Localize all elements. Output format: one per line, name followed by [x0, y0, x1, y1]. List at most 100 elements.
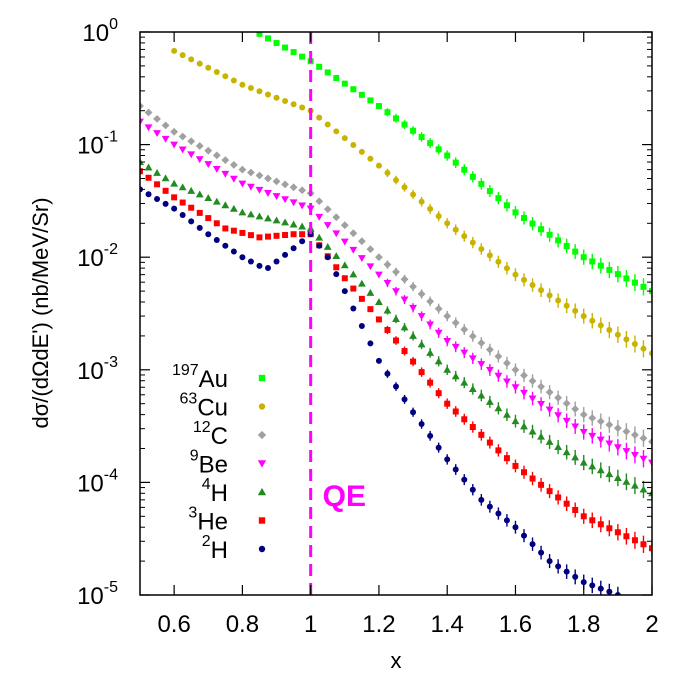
legend-marker	[258, 374, 266, 382]
data-point	[247, 232, 254, 239]
data-point	[187, 186, 196, 194]
legend-label: 3He	[188, 505, 228, 536]
data-point	[640, 345, 647, 352]
data-point	[154, 196, 161, 203]
data-point	[221, 156, 230, 165]
data-point	[468, 385, 477, 393]
data-point	[195, 156, 204, 164]
data-point	[461, 233, 468, 240]
data-point	[452, 159, 459, 166]
data-point	[435, 146, 442, 153]
data-point	[238, 208, 247, 216]
legend-label: 63Cu	[180, 391, 228, 422]
data-point	[349, 270, 358, 278]
legend-marker	[258, 517, 266, 524]
data-point	[273, 39, 280, 46]
data-point	[571, 453, 580, 461]
data-point	[332, 213, 341, 222]
data-point	[418, 421, 425, 428]
data-point	[580, 254, 587, 261]
data-point	[247, 168, 255, 177]
data-point	[477, 391, 486, 399]
data-point	[606, 266, 613, 273]
x-tick-label: 2	[645, 611, 658, 638]
data-point	[358, 322, 365, 329]
data-point	[264, 190, 272, 197]
data-point	[460, 325, 469, 334]
data-point	[477, 361, 486, 369]
data-point	[230, 248, 237, 255]
data-point	[153, 115, 161, 123]
data-point	[144, 163, 153, 171]
data-point	[188, 204, 195, 211]
data-point	[290, 49, 297, 56]
data-point	[596, 417, 605, 426]
data-point	[520, 422, 528, 430]
data-point	[290, 101, 297, 108]
data-point	[410, 191, 417, 198]
data-point	[572, 507, 579, 514]
data-point	[434, 304, 443, 313]
data-point	[554, 443, 563, 451]
data-point	[153, 168, 161, 176]
data-point	[606, 588, 613, 595]
data-point	[392, 268, 400, 276]
data-point	[503, 202, 510, 209]
data-point	[409, 282, 417, 291]
data-point	[435, 213, 442, 220]
data-point	[247, 258, 254, 265]
data-point	[418, 198, 425, 205]
data-point	[511, 365, 520, 374]
x-tick-label: 0.8	[226, 611, 259, 638]
data-point	[486, 252, 493, 259]
data-point	[299, 238, 306, 245]
data-point	[427, 140, 434, 147]
data-point	[639, 434, 648, 443]
data-point	[324, 254, 331, 261]
data-point	[212, 197, 221, 205]
data-point	[451, 318, 460, 327]
data-point	[622, 448, 631, 456]
data-point	[409, 304, 417, 312]
data-point	[580, 513, 587, 520]
data-point	[546, 558, 553, 565]
data-point	[145, 174, 152, 181]
data-point	[187, 151, 196, 159]
data-point	[289, 220, 298, 228]
data-point	[358, 91, 365, 98]
data-point	[265, 233, 271, 240]
data-point	[426, 348, 435, 356]
data-point	[140, 102, 144, 110]
data-point	[204, 161, 213, 169]
data-point	[196, 209, 203, 216]
data-point	[349, 229, 358, 238]
data-point	[555, 563, 562, 570]
data-point	[605, 440, 614, 448]
data-point	[597, 585, 604, 592]
data-point	[221, 170, 230, 178]
data-point	[299, 231, 306, 238]
plot-frame	[139, 31, 653, 596]
legend-marker	[257, 460, 267, 468]
legend-label: 4H	[202, 476, 228, 507]
data-point	[170, 127, 179, 136]
data-point	[341, 288, 348, 295]
data-point	[375, 316, 382, 323]
data-point	[588, 462, 597, 470]
data-point	[367, 155, 374, 162]
x-tick-label: 1.6	[499, 611, 532, 638]
data-point	[478, 431, 485, 438]
data-point	[323, 222, 332, 230]
data-point	[205, 231, 212, 238]
data-point	[247, 210, 255, 218]
data-point	[366, 245, 375, 254]
data-point	[451, 372, 460, 380]
data-point	[521, 214, 527, 221]
data-point	[144, 124, 153, 132]
data-point	[401, 396, 408, 403]
data-point	[178, 146, 187, 154]
data-point	[503, 378, 511, 386]
legend-marker	[257, 487, 267, 496]
data-point	[478, 180, 485, 187]
